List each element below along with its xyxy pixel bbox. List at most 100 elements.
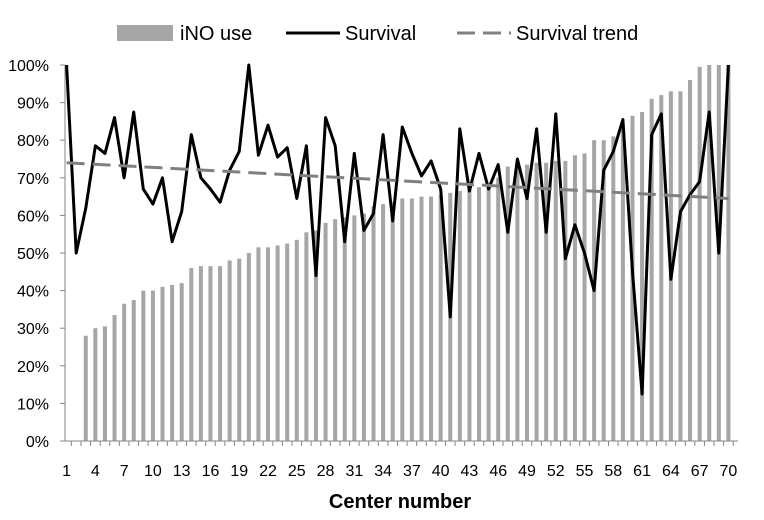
bar-ino-use (304, 232, 309, 441)
bar-ino-use (237, 258, 242, 441)
bar-ino-use (313, 230, 318, 441)
x-tick-label: 49 (518, 463, 536, 480)
bar-ino-use (189, 268, 194, 441)
bar-ino-use (726, 65, 731, 441)
y-tick-label: 70% (17, 171, 49, 188)
y-tick-label: 80% (17, 133, 49, 150)
bar-ino-use (505, 166, 510, 441)
bar-ino-use (659, 95, 664, 441)
x-tick-label: 37 (403, 463, 421, 480)
bar-ino-use (620, 128, 625, 442)
bar-ino-use (285, 243, 290, 441)
bar-series-ino-use (83, 65, 731, 442)
bar-ino-use (390, 202, 395, 441)
bar-ino-use (419, 196, 424, 441)
x-axis: 1 4 7 10 13 16 19 22 25 28 31 34 37 40 43 46 49 52 55 58 61 6… (62, 440, 738, 480)
bar-ino-use (457, 190, 462, 441)
bar-ino-use (227, 260, 232, 441)
line-survival-trend (66, 161, 729, 200)
x-tick-label: 34 (374, 463, 392, 480)
x-tick-label: 61 (633, 463, 651, 480)
bar-ino-use (352, 215, 357, 441)
bar-ino-use (438, 194, 443, 441)
x-tick-label: 7 (120, 463, 129, 480)
x-tick-label: 10 (144, 463, 162, 480)
bar-ino-use (150, 290, 155, 441)
x-tick-label: 52 (547, 463, 565, 480)
bar-ino-use (697, 66, 702, 441)
bar-ino-use (640, 112, 645, 441)
bar-ino-use (275, 245, 280, 441)
bar-ino-use (333, 219, 338, 441)
y-tick-label: 50% (17, 246, 49, 263)
y-tick-label: 10% (17, 396, 49, 413)
bar-ino-use (467, 189, 472, 441)
bar-ino-use (208, 266, 213, 441)
bar-ino-use (218, 266, 223, 441)
x-tick-label: 40 (432, 463, 450, 480)
x-tick-label: 19 (230, 463, 248, 480)
line-series-group (65, 63, 730, 396)
bar-ino-use (170, 284, 175, 441)
legend-label-survival: Survival (345, 23, 416, 45)
legend-swatch-ino-use (117, 25, 173, 41)
x-tick-label: 28 (317, 463, 335, 480)
bar-ino-use (93, 328, 98, 441)
bar-ino-use (572, 155, 577, 442)
bar-ino-use (102, 326, 107, 441)
x-axis-title: Center number (329, 491, 471, 513)
bar-ino-use (160, 286, 165, 441)
x-tick-label: 70 (720, 463, 738, 480)
x-tick-label: 16 (202, 463, 220, 480)
x-tick-label: 4 (91, 463, 100, 480)
bar-ino-use (179, 283, 184, 441)
line-survival (65, 63, 730, 396)
bar-ino-use (688, 80, 693, 441)
bar-ino-use (122, 303, 127, 441)
bar-ino-use (112, 315, 117, 441)
bar-ino-use (83, 335, 88, 441)
bar-ino-use (323, 222, 328, 441)
x-tick-label: 43 (461, 463, 479, 480)
bar-ino-use (524, 164, 530, 441)
x-tick-label: 31 (345, 463, 363, 480)
bar-ino-use (601, 140, 606, 441)
bar-ino-use (544, 162, 549, 441)
bar-ino-use (342, 217, 347, 441)
bar-ino-use (131, 300, 136, 441)
x-tick-label: 1 (62, 463, 71, 480)
x-tick-label: 22 (259, 463, 277, 480)
bar-ino-use (381, 204, 386, 441)
y-tick-label: 60% (17, 208, 49, 225)
legend: iNO use Survival Survival trend (117, 23, 638, 45)
bar-ino-use (582, 153, 587, 442)
y-tick-label: 40% (17, 284, 49, 301)
legend-label-ino-use: iNO use (180, 23, 252, 45)
bar-ino-use (707, 65, 712, 441)
bar-ino-use (486, 185, 491, 441)
bar-ino-use (678, 91, 683, 441)
x-tick-label: 13 (173, 463, 191, 480)
bar-ino-use (496, 177, 501, 442)
bar-ino-use (409, 198, 414, 441)
y-tick-label: 100% (8, 58, 49, 75)
bar-ino-use (265, 247, 271, 441)
bar-ino-use (256, 247, 261, 441)
x-tick-label: 67 (691, 463, 709, 480)
y-tick-label: 0% (26, 434, 49, 451)
bar-ino-use (371, 206, 376, 441)
legend-label-survival-trend: Survival trend (516, 23, 638, 45)
bar-ino-use (553, 160, 558, 441)
x-tick-label: 25 (288, 463, 306, 480)
y-tick-label: 90% (17, 96, 49, 113)
bar-ino-use (294, 239, 299, 441)
bar-ino-use (361, 213, 366, 441)
y-tick-label: 20% (17, 359, 49, 376)
x-tick-label: 58 (604, 463, 622, 480)
bar-ino-use (429, 196, 434, 441)
x-tick-label: 55 (576, 463, 594, 480)
bar-ino-use (611, 136, 616, 441)
bar-ino-use (649, 98, 654, 441)
y-axis: 0% 10% 20% 30% 40% 50% 60% 70% 80% 90% 100% (8, 58, 66, 451)
